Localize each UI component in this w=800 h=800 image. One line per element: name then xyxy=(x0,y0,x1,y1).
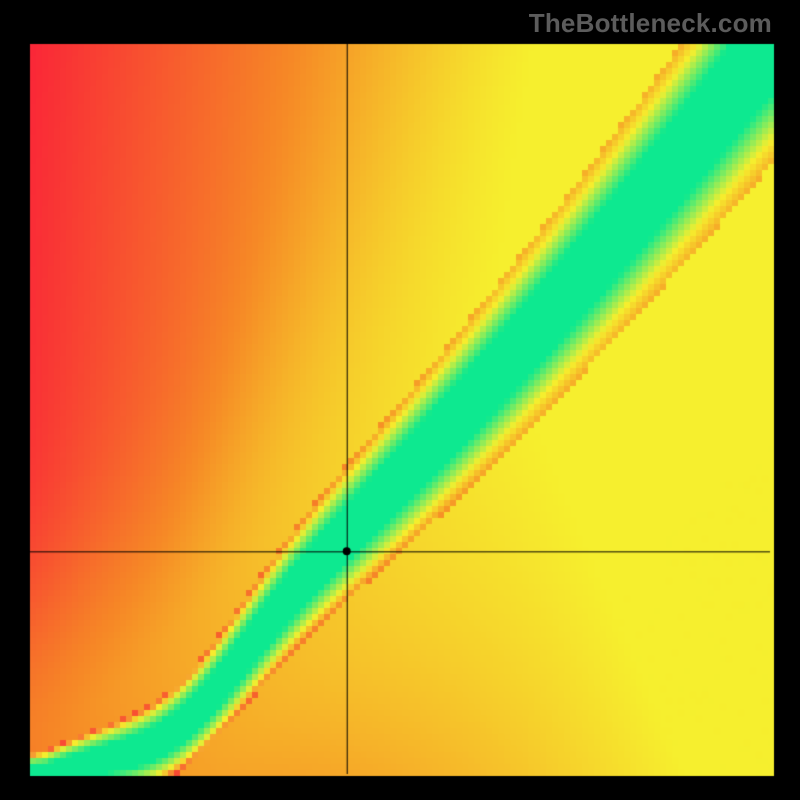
bottleneck-heatmap xyxy=(0,0,800,800)
watermark-text: TheBottleneck.com xyxy=(529,8,772,39)
chart-container: { "watermark": "TheBottleneck.com", "can… xyxy=(0,0,800,800)
